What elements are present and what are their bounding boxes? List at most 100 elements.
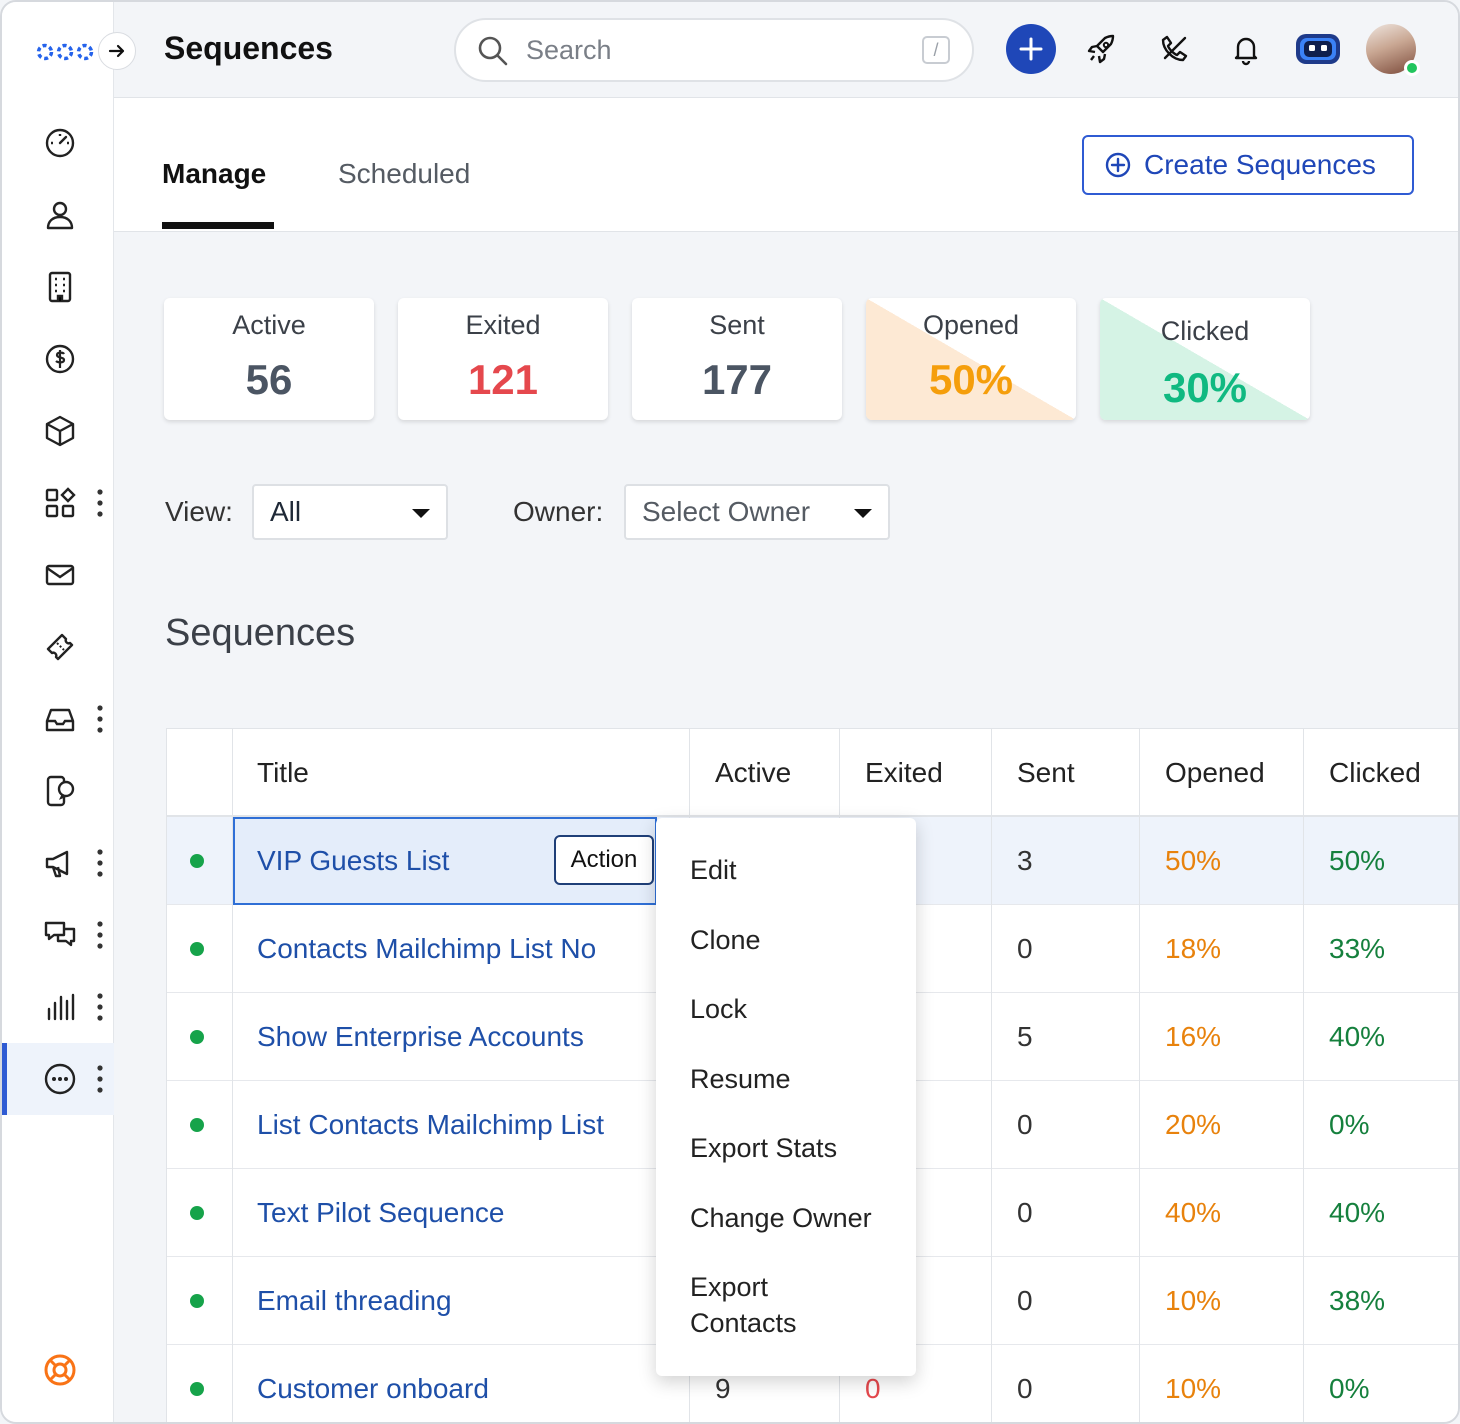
column-header-title[interactable]: Title (257, 757, 309, 788)
cell-clicked: 0% (1329, 1109, 1370, 1140)
tab-scheduled[interactable]: Scheduled (338, 158, 471, 189)
sequence-title-link[interactable]: List Contacts Mailchimp List (257, 1109, 605, 1140)
expand-sidebar-button[interactable] (98, 32, 136, 70)
menu-item-export-contacts[interactable]: Export Contacts (690, 1272, 797, 1338)
sidebar-item-dollar[interactable] (2, 323, 114, 395)
help-lifebuoy-icon[interactable] (42, 1352, 78, 1388)
cell-sent: 0 (1017, 1373, 1033, 1404)
sequence-title-link[interactable]: Show Enterprise Accounts (257, 1021, 584, 1052)
sidebar-item-megaphone[interactable] (2, 827, 114, 899)
column-header-active[interactable]: Active (715, 757, 792, 788)
stat-value: 121 (467, 356, 539, 403)
column-header-clicked[interactable]: Clicked (1329, 757, 1421, 788)
cell-clicked: 40% (1329, 1021, 1386, 1052)
active-tab-indicator (162, 222, 274, 229)
more-vertical-icon[interactable] (92, 989, 108, 1025)
sequence-title-link[interactable]: Contacts Mailchimp List No (257, 933, 597, 964)
sidebar-item-phone-chat[interactable] (2, 755, 114, 827)
menu-item-resume[interactable]: Resume (690, 1064, 791, 1094)
sequence-title-link[interactable]: Email threading (257, 1285, 452, 1316)
sidebar-item-building[interactable] (2, 251, 114, 323)
dollar-icon (45, 344, 75, 374)
sidebar-item-reports-bars[interactable] (2, 971, 114, 1043)
inbox-icon (45, 708, 75, 732)
sequence-title-link[interactable]: Customer onboard (257, 1373, 489, 1404)
plus-icon (1019, 37, 1043, 61)
sidebar-item-chat-bubbles[interactable] (2, 899, 114, 971)
sequence-title-link[interactable]: VIP Guests List (257, 845, 450, 876)
bot-icon (1296, 34, 1340, 64)
column-header-exited[interactable]: Exited (865, 757, 943, 788)
view-select-value: All (270, 496, 302, 527)
tab-manage[interactable]: Manage (162, 158, 267, 189)
sidebar-item-more-circle[interactable] (2, 1043, 114, 1115)
more-vertical-icon[interactable] (92, 701, 108, 737)
column-header-opened[interactable]: Opened (1165, 757, 1265, 788)
stat-card-active: Active 56 (164, 298, 374, 420)
active-status-dot (190, 1118, 204, 1132)
sidebar-item-dashboard[interactable] (2, 107, 114, 179)
notifications-button[interactable] (1221, 24, 1271, 74)
active-status-dot (190, 1294, 204, 1308)
active-status-dot (190, 942, 204, 956)
menu-item-change-owner[interactable]: Change Owner (690, 1203, 872, 1233)
stat-label: Active (232, 310, 306, 340)
menu-item-lock[interactable]: Lock (690, 994, 748, 1024)
cell-opened: 40% (1165, 1197, 1222, 1228)
row-action-button[interactable]: Action (554, 835, 654, 885)
more-vertical-icon[interactable] (92, 1061, 108, 1097)
sequence-title-link[interactable]: Text Pilot Sequence (257, 1197, 505, 1228)
ai-assistant-button[interactable] (1293, 24, 1343, 74)
sidebar-item-apps-grid[interactable] (2, 467, 114, 539)
building-icon (48, 271, 72, 303)
search-box[interactable]: / (454, 18, 974, 82)
dashboard-icon (45, 128, 75, 158)
quick-add-button[interactable] (1006, 24, 1056, 74)
sidebar-item-mail[interactable] (2, 539, 114, 611)
chat-bubbles-icon (44, 921, 76, 947)
user-avatar[interactable] (1366, 24, 1420, 76)
cell-clicked: 40% (1329, 1197, 1386, 1228)
cell-sent: 5 (1017, 1021, 1033, 1052)
topbar: Sequences / (114, 2, 1458, 98)
owner-label: Owner: (513, 496, 604, 527)
view-select[interactable]: All (252, 484, 448, 540)
active-status-dot (190, 854, 204, 868)
owner-select-placeholder: Select Owner (642, 496, 811, 527)
cell-sent: 0 (1017, 1285, 1033, 1316)
sidebar-item-product-box[interactable] (2, 395, 114, 467)
column-header-sent[interactable]: Sent (1017, 757, 1075, 788)
table-row[interactable]: Customer onboard 9 0 0 10% 0% (167, 1345, 1458, 1422)
more-vertical-icon[interactable] (92, 485, 108, 521)
cell-opened: 18% (1165, 933, 1222, 964)
menu-item-clone[interactable]: Clone (690, 925, 761, 955)
plus-circle-icon (1105, 152, 1131, 178)
phone-chat-icon (46, 775, 75, 807)
sidebar-item-contact[interactable] (2, 179, 114, 251)
more-vertical-icon[interactable] (92, 917, 108, 953)
rocket-icon (1087, 34, 1115, 64)
create-sequences-label: Create Sequences (1144, 149, 1376, 180)
reports-bars-icon (47, 993, 75, 1021)
phone-off-button[interactable] (1149, 24, 1199, 74)
stat-value: 177 (701, 356, 773, 403)
apps-grid-icon (45, 487, 76, 518)
more-vertical-icon[interactable] (92, 845, 108, 881)
logo-icon (36, 43, 94, 61)
owner-select[interactable]: Select Owner (624, 484, 890, 540)
search-input[interactable] (526, 32, 906, 68)
rocket-button[interactable] (1077, 24, 1127, 74)
row-action-menu: Edit Clone Lock Resume Export Stats Chan… (656, 818, 916, 1376)
cell-exited: 0 (865, 1373, 881, 1404)
menu-item-edit[interactable]: Edit (690, 855, 737, 885)
active-status-dot (190, 1382, 204, 1396)
create-sequences-button[interactable]: Create Sequences (1082, 135, 1414, 195)
column-divider (991, 729, 992, 1422)
cell-clicked: 38% (1329, 1285, 1386, 1316)
sidebar-item-inbox[interactable] (2, 683, 114, 755)
stat-label: Sent (709, 310, 765, 340)
menu-item-export-stats[interactable]: Export Stats (690, 1133, 838, 1163)
cell-opened: 50% (1165, 845, 1222, 876)
sidebar-item-ticket[interactable] (2, 611, 114, 683)
